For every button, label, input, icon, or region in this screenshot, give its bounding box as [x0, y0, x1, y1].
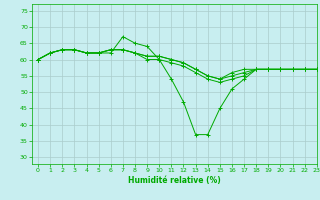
X-axis label: Humidité relative (%): Humidité relative (%): [128, 176, 221, 185]
